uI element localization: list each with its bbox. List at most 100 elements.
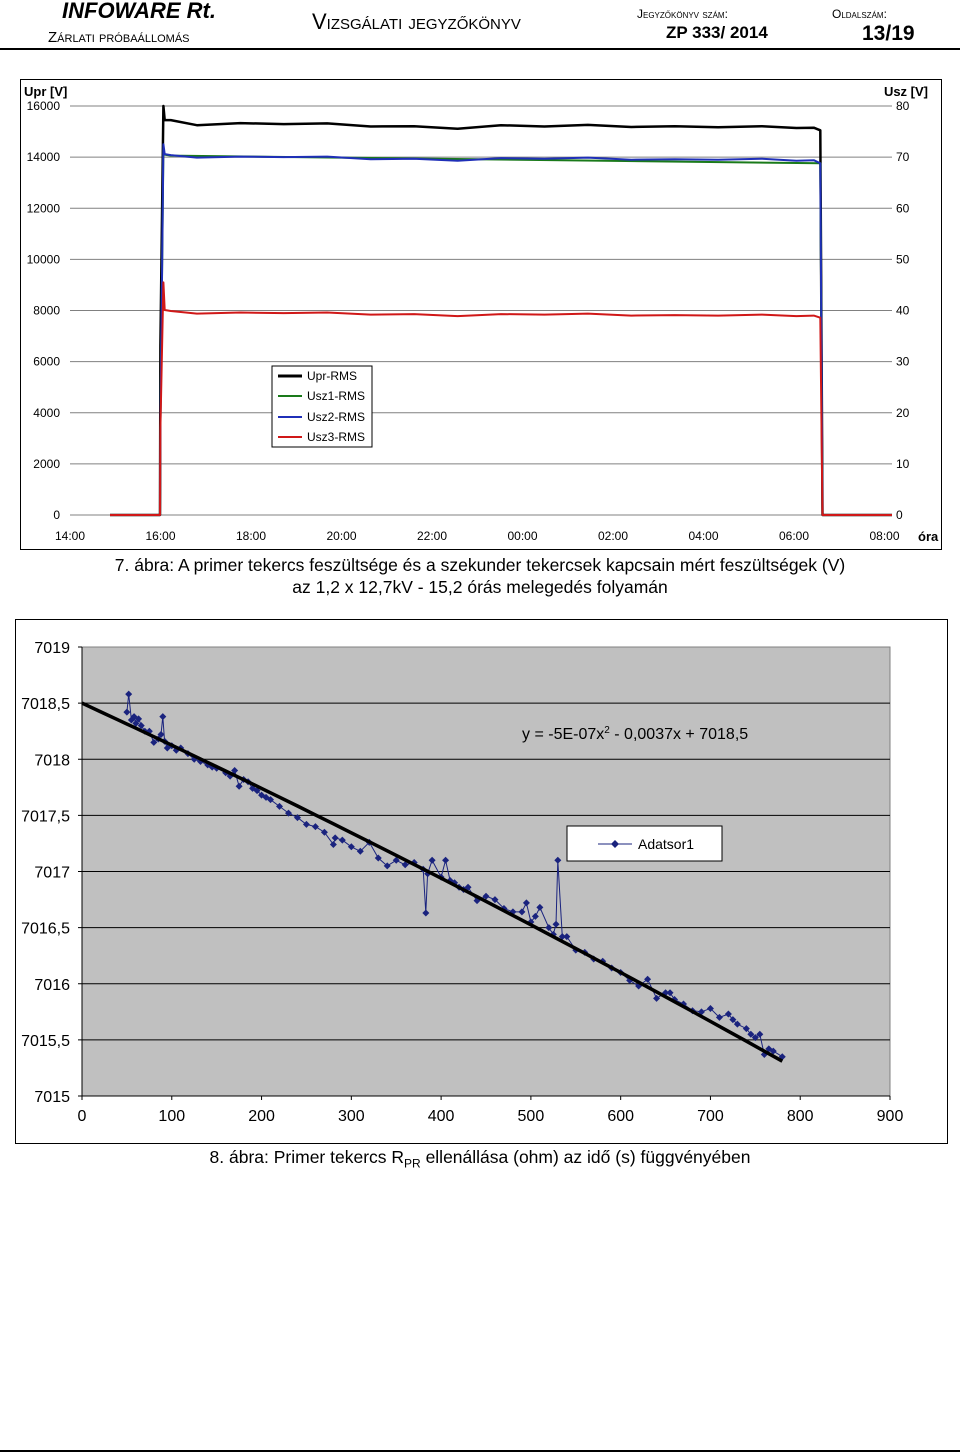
x-tick-label: 16:00 <box>145 529 175 543</box>
x-tick-label: 100 <box>158 1108 185 1125</box>
y-right-tick-label: 0 <box>896 508 903 522</box>
data-point <box>331 834 339 842</box>
y-tick-label: 7018,5 <box>21 696 70 713</box>
page-number-label-text: Oldalszám: <box>832 7 887 21</box>
legend-label-upr: Upr-RMS <box>307 369 357 383</box>
data-point <box>329 841 337 849</box>
data-point <box>374 854 382 862</box>
data-point <box>518 908 526 916</box>
x-tick-label: 700 <box>697 1108 724 1125</box>
x-tick-label: 20:00 <box>326 529 356 543</box>
x-tick-label: 14:00 <box>55 529 85 543</box>
data-point <box>159 713 167 721</box>
legend-marker-diamond-icon <box>611 840 619 848</box>
y-left-tick-label: 2000 <box>33 457 60 471</box>
y-left-axis-title: Upr [V] <box>24 84 67 99</box>
y-left-tick-label: 14000 <box>27 150 61 164</box>
data-point <box>733 1020 741 1028</box>
y-right-tick-label: 70 <box>896 150 910 164</box>
data-point <box>428 856 436 864</box>
x-tick-label: 800 <box>787 1108 814 1125</box>
trendline-equation-tail: - 0,0037x + 7018,5 <box>610 726 748 743</box>
data-point <box>509 908 517 916</box>
x-tick-label: 18:00 <box>236 529 266 543</box>
data-point <box>311 823 319 831</box>
resistance-chart-frame <box>15 619 948 1144</box>
data-point <box>491 896 499 904</box>
y-tick-label: 7015 <box>34 1089 70 1106</box>
x-tick-label: 300 <box>338 1108 365 1125</box>
x-tick-label: 400 <box>428 1108 455 1125</box>
legend-label-usz1: Usz1-RMS <box>307 389 365 403</box>
legend-label-usz2: Usz2-RMS <box>307 410 365 424</box>
data-point <box>522 899 530 907</box>
data-point <box>442 856 450 864</box>
data-point <box>482 892 490 900</box>
report-number: ZP 333/ 2014 <box>666 23 768 42</box>
x-tick-label: 0 <box>78 1108 87 1125</box>
y-right-tick-label: 80 <box>896 99 910 113</box>
company-name: INFOWARE Rt. <box>62 0 216 23</box>
legend-label-adatsor1: Adatsor1 <box>638 836 694 852</box>
data-point <box>249 784 257 792</box>
figure-8-caption-prefix: 8. ábra: Primer tekercs R <box>209 1147 405 1167</box>
y-tick-label: 7019 <box>34 640 70 657</box>
series-line-upr-rms <box>110 104 892 517</box>
figure-7-caption: 7. ábra: A primer tekercs feszültsége és… <box>0 554 960 598</box>
data-point <box>742 1025 750 1033</box>
station-name-text: Zárlati próbaállomás <box>48 29 190 46</box>
data-point <box>401 861 409 869</box>
data-point <box>123 708 131 716</box>
data-point <box>157 731 165 739</box>
y-right-tick-label: 40 <box>896 304 910 318</box>
y-left-tick-label: 16000 <box>27 99 61 113</box>
x-tick-label: 02:00 <box>598 529 628 543</box>
x-tick-label: 600 <box>607 1108 634 1125</box>
data-point <box>536 903 544 911</box>
data-point <box>545 924 553 932</box>
document-title: Vizsgálati jegyzőkönyv <box>312 9 521 35</box>
x-tick-label: 500 <box>518 1108 545 1125</box>
series-line-usz3-rms <box>110 281 892 516</box>
y-tick-label: 7015,5 <box>21 1033 70 1050</box>
data-point <box>356 847 364 855</box>
x-tick-label: 900 <box>877 1108 904 1125</box>
figure-8-caption-subscript: PR <box>404 1156 421 1171</box>
data-point <box>293 814 301 822</box>
data-point <box>383 862 391 870</box>
station-name: Zárlati próbaállomás <box>48 29 190 46</box>
data-point <box>751 1034 759 1042</box>
trendline-equation-exponent: 2 <box>604 725 610 736</box>
y-right-tick-label: 60 <box>896 201 910 215</box>
data-point <box>769 1047 777 1055</box>
figure-7-caption-line-1: 7. ábra: A primer tekercs feszültsége és… <box>114 555 846 575</box>
data-point <box>392 856 400 864</box>
trendline-equation: y = -5E-07x2 - 0,0037x + 7018,5 <box>522 725 748 743</box>
voltage-chart-frame <box>20 79 942 550</box>
data-point <box>666 989 674 997</box>
data-point <box>558 933 566 941</box>
x-tick-label: 06:00 <box>779 529 809 543</box>
y-right-tick-label: 50 <box>896 252 910 266</box>
y-left-tick-label: 8000 <box>33 304 60 318</box>
trendline-equation-main: y = -5E-07x <box>522 726 604 743</box>
data-point <box>150 738 158 746</box>
legend-label-usz3: Usz3-RMS <box>307 430 365 444</box>
x-tick-label: 200 <box>248 1108 275 1125</box>
voltage-chart: 16000 14000 12000 10000 8000 6000 4000 2000 0 80… <box>24 84 939 544</box>
y-left-tick-label: 4000 <box>33 406 60 420</box>
y-tick-label: 7016,5 <box>21 921 70 938</box>
voltage-chart-legend: Upr-RMS Usz1-RMS Usz2-RMS Usz3-RMS <box>271 365 373 448</box>
footer-divider <box>0 1450 960 1452</box>
trendline <box>81 701 784 1063</box>
figure-8-caption: 8. ábra: Primer tekercs RPR ellenállása … <box>0 1146 960 1175</box>
y-tick-label: 7017 <box>34 865 70 882</box>
data-point <box>235 782 243 790</box>
resistance-chart-legend: Adatsor1 <box>566 825 723 862</box>
data-point <box>284 809 292 817</box>
data-point <box>563 933 571 941</box>
x-tick-label: 00:00 <box>507 529 537 543</box>
data-point <box>320 828 328 836</box>
data-point <box>276 802 284 810</box>
data-point <box>715 1013 723 1021</box>
